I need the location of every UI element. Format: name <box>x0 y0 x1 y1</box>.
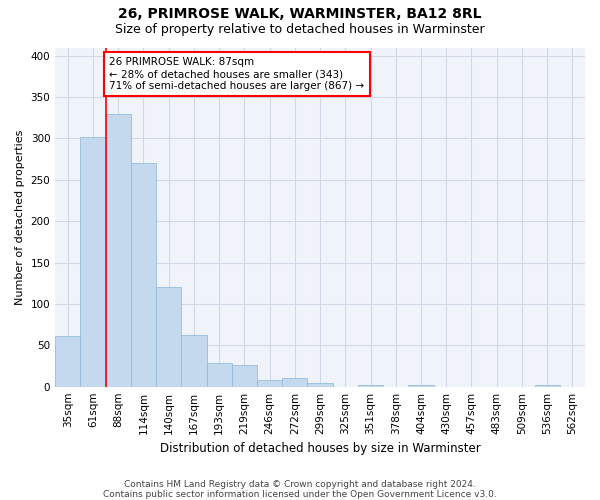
Bar <box>232 365 257 386</box>
Bar <box>282 378 307 386</box>
Bar <box>535 385 560 386</box>
Bar <box>409 385 434 386</box>
Bar <box>206 362 232 386</box>
Text: Contains HM Land Registry data © Crown copyright and database right 2024.
Contai: Contains HM Land Registry data © Crown c… <box>103 480 497 499</box>
X-axis label: Distribution of detached houses by size in Warminster: Distribution of detached houses by size … <box>160 442 481 455</box>
Text: 26 PRIMROSE WALK: 87sqm
← 28% of detached houses are smaller (343)
71% of semi-d: 26 PRIMROSE WALK: 87sqm ← 28% of detache… <box>109 58 365 90</box>
Bar <box>80 137 106 386</box>
Bar <box>181 334 206 386</box>
Bar <box>106 114 131 386</box>
Bar <box>358 385 383 386</box>
Bar <box>131 164 156 386</box>
Bar <box>257 380 282 386</box>
Bar <box>156 288 181 386</box>
Y-axis label: Number of detached properties: Number of detached properties <box>15 130 25 305</box>
Text: 26, PRIMROSE WALK, WARMINSTER, BA12 8RL: 26, PRIMROSE WALK, WARMINSTER, BA12 8RL <box>118 8 482 22</box>
Bar <box>55 336 80 386</box>
Text: Size of property relative to detached houses in Warminster: Size of property relative to detached ho… <box>115 22 485 36</box>
Bar <box>307 382 332 386</box>
